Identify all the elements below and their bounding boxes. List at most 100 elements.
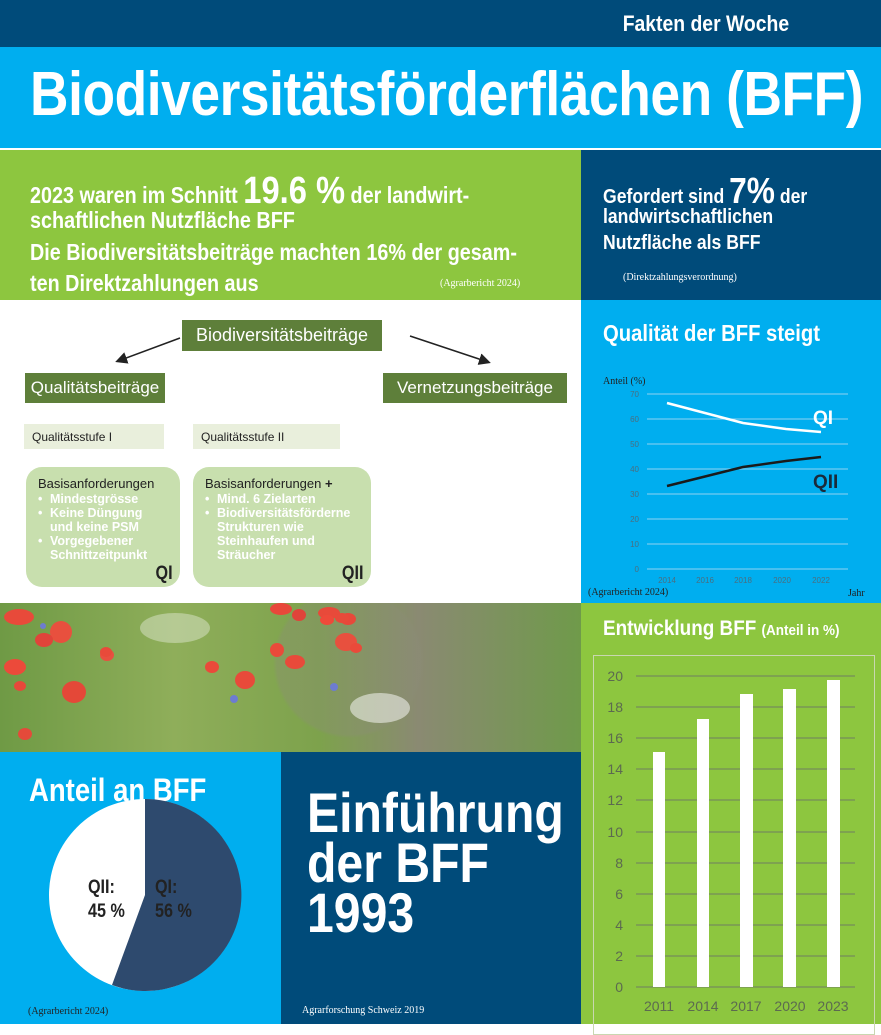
svg-text:2: 2 [615, 948, 623, 964]
svg-text:10: 10 [607, 824, 623, 840]
svg-text:4: 4 [615, 917, 623, 933]
svg-text:2016: 2016 [696, 576, 714, 585]
bar-2023 [827, 680, 840, 987]
headline-line: der BFF [307, 831, 489, 894]
chart-title: Anteil an BFF [29, 772, 207, 808]
series-q1-line [666, 401, 822, 434]
requirements-heading: Basisanforderungen [38, 476, 155, 491]
bar-2020 [783, 689, 796, 987]
svg-text:12: 12 [607, 792, 623, 808]
svg-text:30: 30 [630, 490, 639, 499]
requirement-line-3: Nutzfläche als BFF [603, 232, 761, 254]
source-note: (Agrarbericht 2024) [28, 1006, 109, 1017]
contribution-diagram: Biodiversitätsbeiträge Qualitätsbeiträge… [0, 300, 581, 603]
level-quality-1: Qualitätsstufe I [24, 424, 164, 449]
svg-text:18: 18 [607, 699, 623, 715]
svg-text:2011: 2011 [644, 998, 674, 1014]
svg-text:6: 6 [615, 886, 623, 902]
svg-text:0: 0 [615, 979, 623, 995]
slice-value: 45 % [88, 901, 125, 922]
requirement-item: Vorgegebener Schnittzeitpunkt [38, 534, 168, 562]
node-quality-contributions: Qualitätsbeiträge [25, 373, 165, 403]
series-q2-line [666, 455, 822, 488]
stat-text: Gefordert sind [603, 186, 730, 208]
introduction-headline: Einführung der BFF 1993 [307, 781, 564, 944]
chart-title: Qualität der BFF steigt [603, 320, 821, 346]
y-axis-label: Anteil (%) [603, 376, 646, 387]
source-note: (Direktzahlungsverordnung) [623, 272, 737, 283]
stat-text: der landwirt- [345, 182, 470, 208]
stat-line-4: ten Direktzahlungen aus [30, 270, 259, 296]
svg-text:2022: 2022 [812, 576, 830, 585]
svg-text:0: 0 [635, 565, 640, 574]
header-bar: Fakten der Woche [0, 0, 881, 47]
stat-panel-share: 2023 waren im Schnitt 19.6 % der landwir… [0, 150, 581, 300]
requirements-heading: Basisanforderungen + [205, 477, 359, 491]
pie-label-q2: QII: 45 % [88, 876, 125, 924]
diagram-arrows-icon [115, 335, 491, 365]
svg-text:2017: 2017 [730, 998, 761, 1014]
svg-text:2020: 2020 [773, 576, 791, 585]
requirement-value: 7% [729, 170, 775, 211]
x-axis-label: Jahr [848, 588, 865, 599]
slice-name: QII: [88, 877, 115, 898]
kicker-label: Fakten der Woche [622, 11, 789, 36]
page-title: Biodiversitätsförderflächen (BFF) [30, 60, 864, 129]
source-note: Agrarforschung Schweiz 2019 [302, 1005, 425, 1016]
svg-text:40: 40 [630, 465, 639, 474]
requirements-box-q1: Basisanforderungen Mindestgrösse Keine D… [26, 467, 180, 587]
svg-text:QII: QII [813, 472, 838, 493]
plus-icon: + [324, 476, 333, 491]
wildflower-meadow-photo [0, 603, 581, 752]
svg-text:60: 60 [630, 415, 639, 424]
bar-2011 [653, 752, 665, 987]
chart-title-text: Entwicklung BFF [603, 617, 757, 640]
svg-text:20: 20 [607, 668, 623, 684]
requirements-box-q2: Basisanforderungen + Mind. 6 Zielarten B… [193, 467, 371, 587]
headline-line: Einführung [307, 781, 564, 844]
slice-name: QI: [155, 877, 178, 898]
node-networking-contributions: Vernetzungsbeiträge [383, 373, 567, 403]
stat-text: der [774, 186, 808, 208]
svg-text:8: 8 [615, 855, 623, 871]
requirement-item: Mindestgrösse [38, 492, 168, 506]
stat-line-1: 2023 waren im Schnitt 19.6 % der landwir… [30, 170, 469, 213]
svg-text:2014: 2014 [687, 998, 718, 1014]
svg-text:50: 50 [630, 440, 639, 449]
level-quality-2: Qualitätsstufe II [193, 424, 340, 449]
requirement-line-2: landwirtschaftlichen [603, 206, 774, 228]
chart-subtitle: (Anteil in %) [761, 622, 840, 639]
root-node-biodiversity-contributions: Biodiversitätsbeiträge [182, 320, 382, 351]
svg-text:10: 10 [630, 540, 639, 549]
svg-text:20: 20 [630, 515, 639, 524]
svg-text:16: 16 [607, 730, 623, 746]
quality-tag: QII [341, 563, 364, 584]
svg-text:2020: 2020 [774, 998, 805, 1014]
svg-text:2023: 2023 [817, 998, 848, 1014]
requirements-heading-text: Basisanforderungen [205, 476, 322, 491]
svg-text:QI: QI [813, 408, 833, 429]
requirement-item: Mind. 6 Zielarten [205, 492, 359, 506]
bar-2014 [697, 719, 709, 987]
bar-2017 [740, 694, 753, 987]
stat-text: 2023 waren im Schnitt [30, 182, 244, 208]
source-note: (Agrarbericht 2024) [588, 587, 669, 598]
quality-tag: QI [155, 563, 173, 584]
introduction-year: 1993 [307, 881, 415, 944]
pie-label-q1: QI: 56 % [155, 876, 192, 924]
requirement-item: Keine Düngung und keine PSM [38, 506, 168, 534]
requirement-item: Biodiversitätsförderne Strukturen wie St… [205, 506, 359, 562]
stat-highlight-value: 19.6 % [243, 170, 346, 212]
slice-value: 56 % [155, 901, 192, 922]
requirement-line-1: Gefordert sind 7% der [603, 170, 807, 212]
pie-slice-q1 [112, 798, 242, 991]
quality-line-chart-panel: Qualität der BFF steigt Anteil (%) 70 60 5… [581, 300, 881, 603]
stat-line-2: schaftlichen Nutzfläche BFF [30, 207, 295, 233]
pie-chart [49, 798, 242, 991]
share-pie-panel: Anteil an BFF QII: 45 % QI: 56 % (Agrarb… [0, 752, 281, 1024]
svg-text:2018: 2018 [734, 576, 752, 585]
svg-text:70: 70 [630, 390, 639, 399]
svg-text:14: 14 [607, 761, 623, 777]
source-note: (Agrarbericht 2024) [440, 278, 521, 289]
